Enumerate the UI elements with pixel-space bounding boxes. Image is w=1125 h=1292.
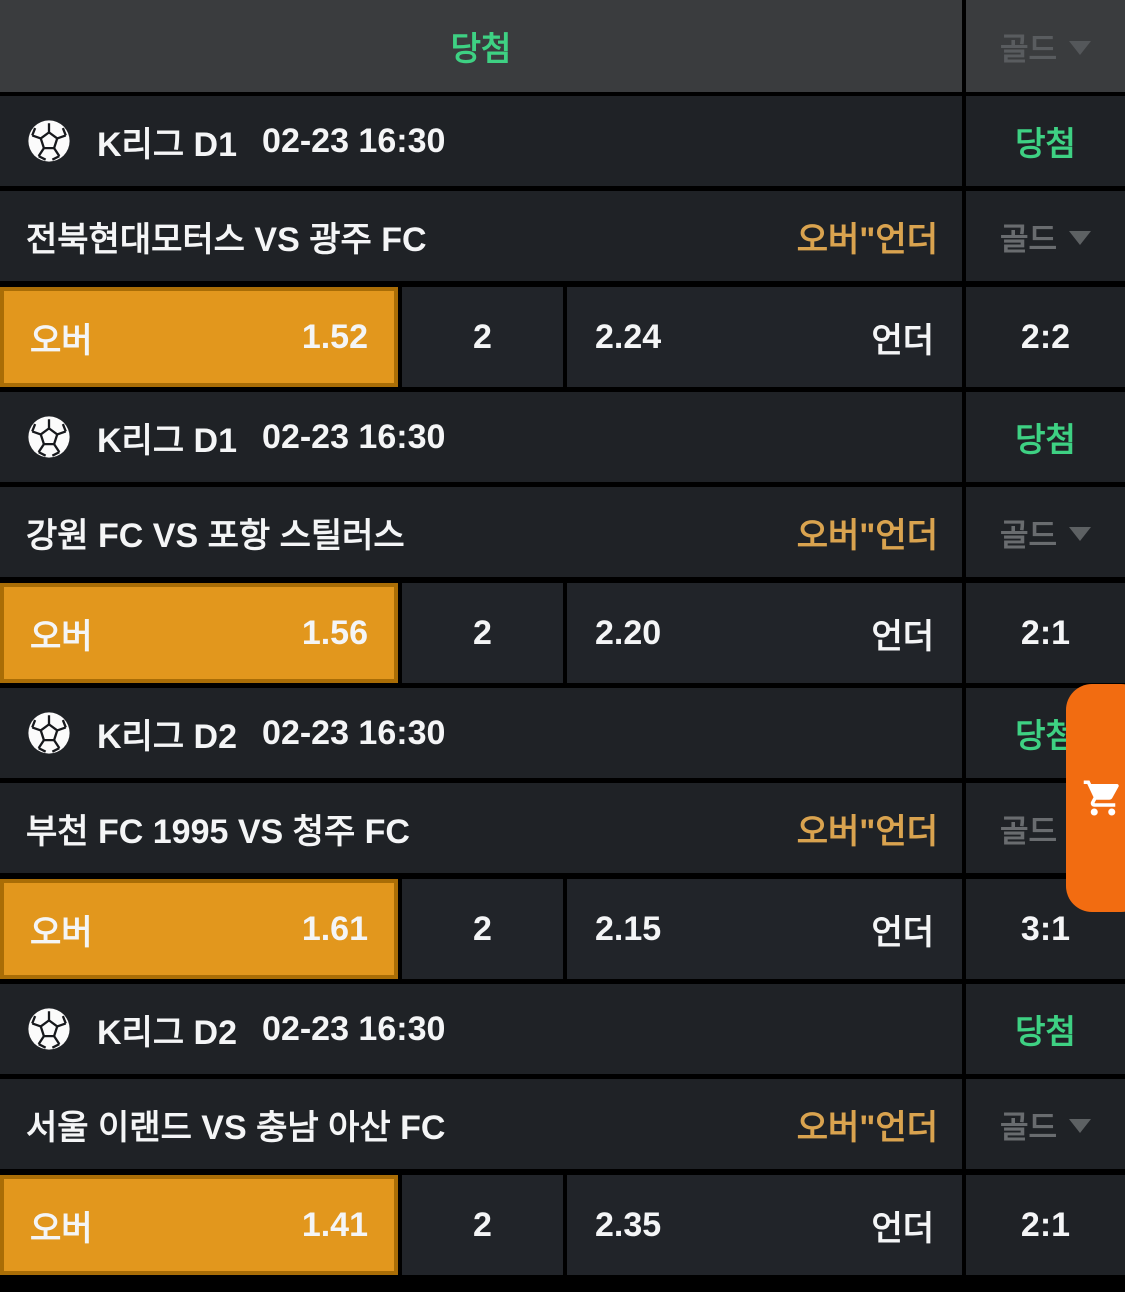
market-label: 오버"언더 — [796, 1108, 938, 1147]
match-title-row: 전북현대모터스 VS 광주 FC 오버"언더 골드 — [0, 191, 1125, 281]
match-teams: 부천 FC 1995 VS 청주 FC — [26, 812, 410, 851]
over-label: 오버 — [30, 321, 93, 360]
under-odds-button[interactable]: 2.15 언더 — [567, 879, 962, 979]
soccer-ball-icon — [26, 710, 72, 756]
league-header-row: K리그 D1 02-23 16:30 당첨 — [0, 96, 1125, 186]
status-badge: 당첨 — [966, 392, 1125, 482]
page-title: 당첨 — [0, 0, 962, 92]
under-odds-value: 2.35 — [595, 1205, 662, 1244]
match-datetime: 02-23 16:30 — [262, 1009, 446, 1048]
over-label: 오버 — [30, 1209, 93, 1248]
league-name: K리그 D2 — [97, 1013, 238, 1052]
over-odds-button[interactable]: 오버 1.52 — [0, 287, 398, 387]
currency-dropdown[interactable]: 골드 — [999, 24, 1092, 69]
line-value: 2 — [402, 879, 563, 979]
top-bar: 당첨 골드 — [0, 0, 1125, 92]
over-odds-button[interactable]: 오버 1.61 — [0, 879, 398, 979]
match-title-row: 부천 FC 1995 VS 청주 FC 오버"언더 골드 — [0, 783, 1125, 873]
over-odds-button[interactable]: 오버 1.56 — [0, 583, 398, 683]
under-label: 언더 — [871, 913, 934, 952]
market-label: 오버"언더 — [796, 220, 938, 259]
match-teams: 강원 FC VS 포항 스틸러스 — [26, 516, 405, 555]
soccer-ball-icon — [26, 414, 72, 460]
currency-dropdown[interactable]: 골드 — [999, 1102, 1092, 1147]
chevron-down-icon — [1069, 1119, 1092, 1133]
status-badge: 당첨 — [966, 984, 1125, 1074]
market-label: 오버"언더 — [796, 516, 938, 555]
match-score: 2:2 — [966, 287, 1125, 387]
line-value: 2 — [402, 1175, 563, 1275]
under-odds-button[interactable]: 2.24 언더 — [567, 287, 962, 387]
odds-row: 오버 1.41 2 2.35 언더 2:1 — [0, 1175, 1125, 1275]
under-odds-value: 2.24 — [595, 317, 662, 356]
match-score: 2:1 — [966, 1175, 1125, 1275]
cart-button[interactable] — [1066, 684, 1125, 912]
under-odds-button[interactable]: 2.35 언더 — [567, 1175, 962, 1275]
currency-label: 골드 — [999, 31, 1058, 67]
match-title-row: 서울 이랜드 VS 충남 아산 FC 오버"언더 골드 — [0, 1079, 1125, 1169]
match-teams: 전북현대모터스 VS 광주 FC — [26, 220, 427, 259]
chevron-down-icon — [1069, 41, 1092, 55]
chevron-down-icon — [1069, 527, 1092, 541]
league-name: K리그 D1 — [97, 125, 238, 164]
league-name: K리그 D2 — [97, 717, 238, 756]
under-odds-button[interactable]: 2.20 언더 — [567, 583, 962, 683]
currency-label: 골드 — [999, 813, 1058, 849]
over-odds-value: 1.41 — [301, 1205, 368, 1244]
league-header-row: K리그 D1 02-23 16:30 당첨 — [0, 392, 1125, 482]
currency-label: 골드 — [999, 517, 1058, 553]
soccer-ball-icon — [26, 1006, 72, 1052]
match-score: 3:1 — [966, 879, 1125, 979]
league-header-row: K리그 D2 02-23 16:30 당첨 — [0, 984, 1125, 1074]
currency-dropdown[interactable]: 골드 — [999, 510, 1092, 555]
league-name: K리그 D1 — [97, 421, 238, 460]
line-value: 2 — [402, 287, 563, 387]
market-label: 오버"언더 — [796, 812, 938, 851]
line-value: 2 — [402, 583, 563, 683]
match-datetime: 02-23 16:30 — [262, 417, 446, 456]
over-label: 오버 — [30, 617, 93, 656]
odds-row: 오버 1.56 2 2.20 언더 2:1 — [0, 583, 1125, 683]
shopping-cart-icon — [1082, 777, 1124, 819]
over-odds-value: 1.61 — [301, 909, 368, 948]
over-odds-button[interactable]: 오버 1.41 — [0, 1175, 398, 1275]
under-label: 언더 — [871, 1209, 934, 1248]
match-title-row: 강원 FC VS 포항 스틸러스 오버"언더 골드 — [0, 487, 1125, 577]
match-teams: 서울 이랜드 VS 충남 아산 FC — [26, 1108, 446, 1147]
over-odds-value: 1.52 — [301, 317, 368, 356]
match-card: K리그 D1 02-23 16:30 당첨 강원 FC VS 포항 스틸러스 오… — [0, 392, 1125, 683]
over-label: 오버 — [30, 913, 93, 952]
league-header-row: K리그 D2 02-23 16:30 당첨 — [0, 688, 1125, 778]
currency-dropdown[interactable]: 골드 — [999, 214, 1092, 259]
under-odds-value: 2.15 — [595, 909, 662, 948]
match-card: K리그 D1 02-23 16:30 당첨 전북현대모터스 VS 광주 FC 오… — [0, 96, 1125, 387]
odds-row: 오버 1.52 2 2.24 언더 2:2 — [0, 287, 1125, 387]
currency-label: 골드 — [999, 1109, 1058, 1145]
status-badge: 당첨 — [966, 96, 1125, 186]
match-datetime: 02-23 16:30 — [262, 121, 446, 160]
chevron-down-icon — [1069, 231, 1092, 245]
currency-label: 골드 — [999, 221, 1058, 257]
match-score: 2:1 — [966, 583, 1125, 683]
under-label: 언더 — [871, 617, 934, 656]
soccer-ball-icon — [26, 118, 72, 164]
over-odds-value: 1.56 — [301, 613, 368, 652]
under-label: 언더 — [871, 321, 934, 360]
match-card: K리그 D2 02-23 16:30 당첨 부천 FC 1995 VS 청주 F… — [0, 688, 1125, 979]
odds-row: 오버 1.61 2 2.15 언더 3:1 — [0, 879, 1125, 979]
match-datetime: 02-23 16:30 — [262, 713, 446, 752]
under-odds-value: 2.20 — [595, 613, 662, 652]
match-card: K리그 D2 02-23 16:30 당첨 서울 이랜드 VS 충남 아산 FC… — [0, 984, 1125, 1275]
